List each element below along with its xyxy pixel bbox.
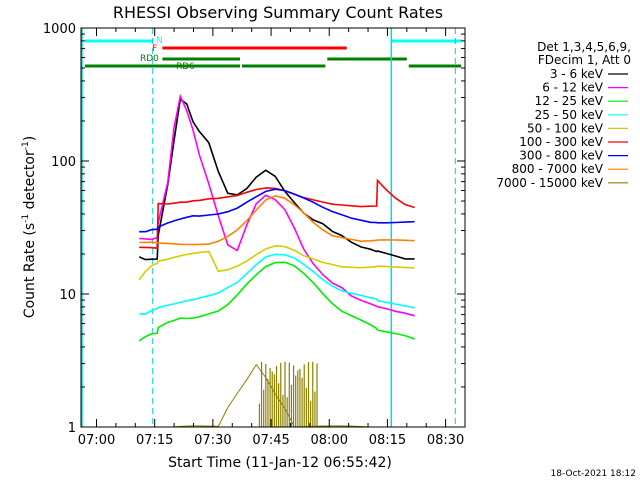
legend-label: 25 - 50 keV [535,108,604,122]
legend-label: 50 - 100 keV [527,121,604,135]
x-tick-label: 07:45 [252,433,289,448]
legend: Det 1,3,4,5,6,9, FDecim 1, Att 0 3 - 6 k… [496,40,631,190]
y-tick-label: 10 [59,288,76,303]
footer-date: 18-Oct-2021 18:12 [551,469,636,479]
legend-label: 6 - 12 keV [542,81,604,95]
legend-label: 7000 - 15000 keV [496,176,603,190]
series-line-4 [139,253,415,315]
series-line-8 [139,194,415,246]
y-tick-label: 100 [51,155,76,170]
series-line-7 [139,188,415,233]
x-tick-label: 07:15 [136,433,173,448]
series-line-5 [138,244,415,281]
legend-label: 800 - 7000 keV [512,162,604,176]
series-line-6 [139,178,415,250]
x-axis-label: Start Time (11-Jan-12 06:55:42) [168,455,392,471]
legend-label: 12 - 25 keV [535,94,604,108]
x-tick-label: 08:15 [369,433,406,448]
legend-header-2: FDecim 1, Att 0 [538,53,631,67]
legend-label: 300 - 800 keV [519,149,603,163]
y-axis-label: Count Rate (s-1 detector-1) [21,136,38,318]
y-tick-label: 1000 [43,22,76,37]
chart-title: RHESSI Observing Summary Count Rates [113,3,443,22]
legend-header-1: Det 1,3,4,5,6,9, [537,40,631,54]
attenuator-label-rd0: RD0 [140,54,159,64]
x-tick-label: 08:00 [311,433,348,448]
series-line-1 [138,97,415,261]
y-axis: 1 10 100 1000 [43,22,465,436]
attenuator-label-rd6: RD6 [176,62,195,72]
x-tick-label: 07:30 [194,433,231,448]
x-axis: 07:00 07:15 07:30 07:45 08:00 08:15 08:30 [78,28,466,448]
attenuator-label-f: F [152,44,157,54]
plot-frame [80,27,466,428]
attenuator-label-n: N [156,36,163,46]
series-line-2 [139,93,415,317]
x-tick-label: 08:30 [427,433,464,448]
series-line-3 [138,261,415,342]
legend-label: 3 - 6 keV [550,67,604,81]
y-tick-label: 1 [68,421,76,436]
legend-label: 100 - 300 keV [519,135,603,149]
x-tick-label: 07:00 [78,433,115,448]
